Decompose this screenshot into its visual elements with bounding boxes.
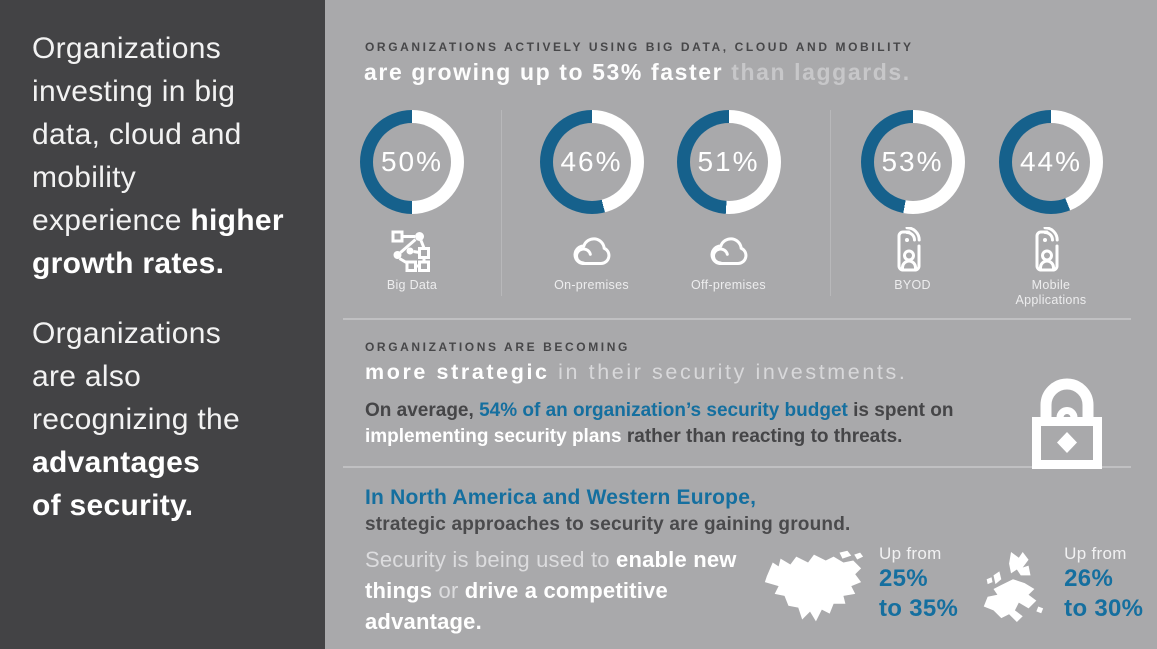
donut-value: 46% <box>560 146 623 177</box>
donut-value: 44% <box>1019 146 1083 177</box>
sidebar-text: Organizations are also recognizing the <box>32 317 240 436</box>
regions-headline-dark: strategic approaches to security are gai… <box>365 514 851 535</box>
horizontal-divider <box>343 318 1131 320</box>
mobile-wifi-icon <box>1031 227 1071 274</box>
donut-metrics-row: 50% <box>325 110 1157 308</box>
donut-chart-on-premises: 46% <box>539 110 644 214</box>
metric-byod: 53% BYOD <box>844 110 981 293</box>
cloud-icon <box>567 228 617 274</box>
regions-row: Security is being used to enable new thi… <box>365 544 1157 637</box>
sidebar-text-bold: higher growth rates. <box>32 204 284 280</box>
stat-to-value: to 35% <box>879 595 959 622</box>
western-europe-map <box>972 550 1052 624</box>
sidebar-paragraph-growth: Organizations investing in big data, clo… <box>32 27 301 285</box>
metric-label: On-premises <box>554 278 629 292</box>
vertical-divider <box>501 110 502 296</box>
regions-headline-blue: In North America and Western Europe, <box>365 486 757 509</box>
metric-on-premises: 46% On-premises <box>523 110 660 293</box>
strategic-body: On average, 54% of an organization’s sec… <box>365 398 1037 450</box>
stat-western-europe: Up from 26% to 30% <box>972 544 1143 624</box>
body-text-blue: 54% of an organization’s security budget <box>479 400 848 421</box>
stat-caption: Up from <box>1064 544 1127 563</box>
body-text: rather than reacting to threats. <box>621 426 903 447</box>
donut-chart-off-premises: 51% <box>676 110 781 214</box>
donut-hole: 51% <box>689 123 768 201</box>
donut-chart-big-data: 50% <box>360 110 464 214</box>
donut-hole: 46% <box>552 123 631 201</box>
donut-chart-mobile-applications: 44% <box>999 110 1103 214</box>
donut-hole: 50% <box>373 123 451 201</box>
body-text-bold: drive a competitive advantage. <box>365 578 668 634</box>
strategic-headline-light: in their security investments. <box>549 360 908 384</box>
sidebar-text: Organizations investing in big data, clo… <box>32 32 242 237</box>
strategic-kicker: ORGANIZATIONS ARE BECOMING <box>365 340 630 354</box>
body-text: On average, <box>365 400 480 421</box>
stat-block: Up from 26% to 30% <box>1064 544 1143 624</box>
mobile-wifi-icon <box>893 227 933 274</box>
stat-from-value: 25% <box>879 565 928 592</box>
stat-to-value: to 30% <box>1064 595 1144 622</box>
main-content: ORGANIZATIONS ACTIVELY USING BIG DATA, C… <box>325 0 1157 649</box>
north-america-map <box>757 550 867 630</box>
donut-value: 50% <box>380 146 444 177</box>
metric-label: Off-premises <box>691 278 766 292</box>
cloud-icon <box>704 228 754 274</box>
donut-chart-byod: 53% <box>860 110 965 214</box>
stat-caption: Up from <box>879 544 942 563</box>
metric-big-data: 50% <box>345 110 479 293</box>
body-text: is spent on <box>853 400 954 421</box>
donut-hole: 53% <box>873 123 952 201</box>
body-text-bold: enable new things <box>365 547 737 603</box>
metric-label: Mobile Applications <box>1015 278 1087 307</box>
metric-label: BYOD <box>894 278 931 292</box>
vertical-divider <box>830 110 831 296</box>
growth-headline-light: than laggards. <box>723 59 911 85</box>
growth-kicker: ORGANIZATIONS ACTIVELY USING BIG DATA, C… <box>365 40 914 54</box>
section-regions: In North America and Western Europe, str… <box>325 486 1157 637</box>
donut-value: 53% <box>881 146 944 177</box>
stat-from-value: 26% <box>1064 565 1114 592</box>
donut-hole: 44% <box>1012 123 1090 201</box>
horizontal-divider <box>343 466 1131 468</box>
big-data-network-icon <box>389 228 435 274</box>
section-strategic: ORGANIZATIONS ARE BECOMING more strategi… <box>325 340 1157 469</box>
regions-body: Security is being used to enable new thi… <box>365 544 757 637</box>
metric-off-premises: 51% Off-premises <box>660 110 797 293</box>
metric-mobile-applications: 44% Mobile Applications <box>981 110 1121 308</box>
stat-block: Up from 25% to 35% <box>879 544 958 624</box>
body-text-white: implementing security plans <box>365 426 622 447</box>
padlock-icon <box>1029 370 1105 470</box>
metric-label: Big Data <box>386 278 438 292</box>
body-text: Security is being used to <box>365 547 617 572</box>
growth-headline: are growing up to 53% faster than laggar… <box>364 59 1157 86</box>
strategic-headline-bold: more strategic <box>365 360 550 384</box>
growth-headline-bold: are growing up to 53% faster <box>364 59 724 85</box>
stat-north-america: Up from 25% to 35% <box>757 544 958 630</box>
section-growth: ORGANIZATIONS ACTIVELY USING BIG DATA, C… <box>325 40 1157 308</box>
left-summary-panel: Organizations investing in big data, clo… <box>0 0 325 649</box>
sidebar-paragraph-security: Organizations are also recognizing the a… <box>32 312 301 527</box>
sidebar-text-bold: advantages of security. <box>32 446 201 522</box>
strategic-headline: more strategic in their security investm… <box>365 360 1157 385</box>
donut-value: 51% <box>697 146 760 177</box>
body-text: or <box>432 578 465 603</box>
